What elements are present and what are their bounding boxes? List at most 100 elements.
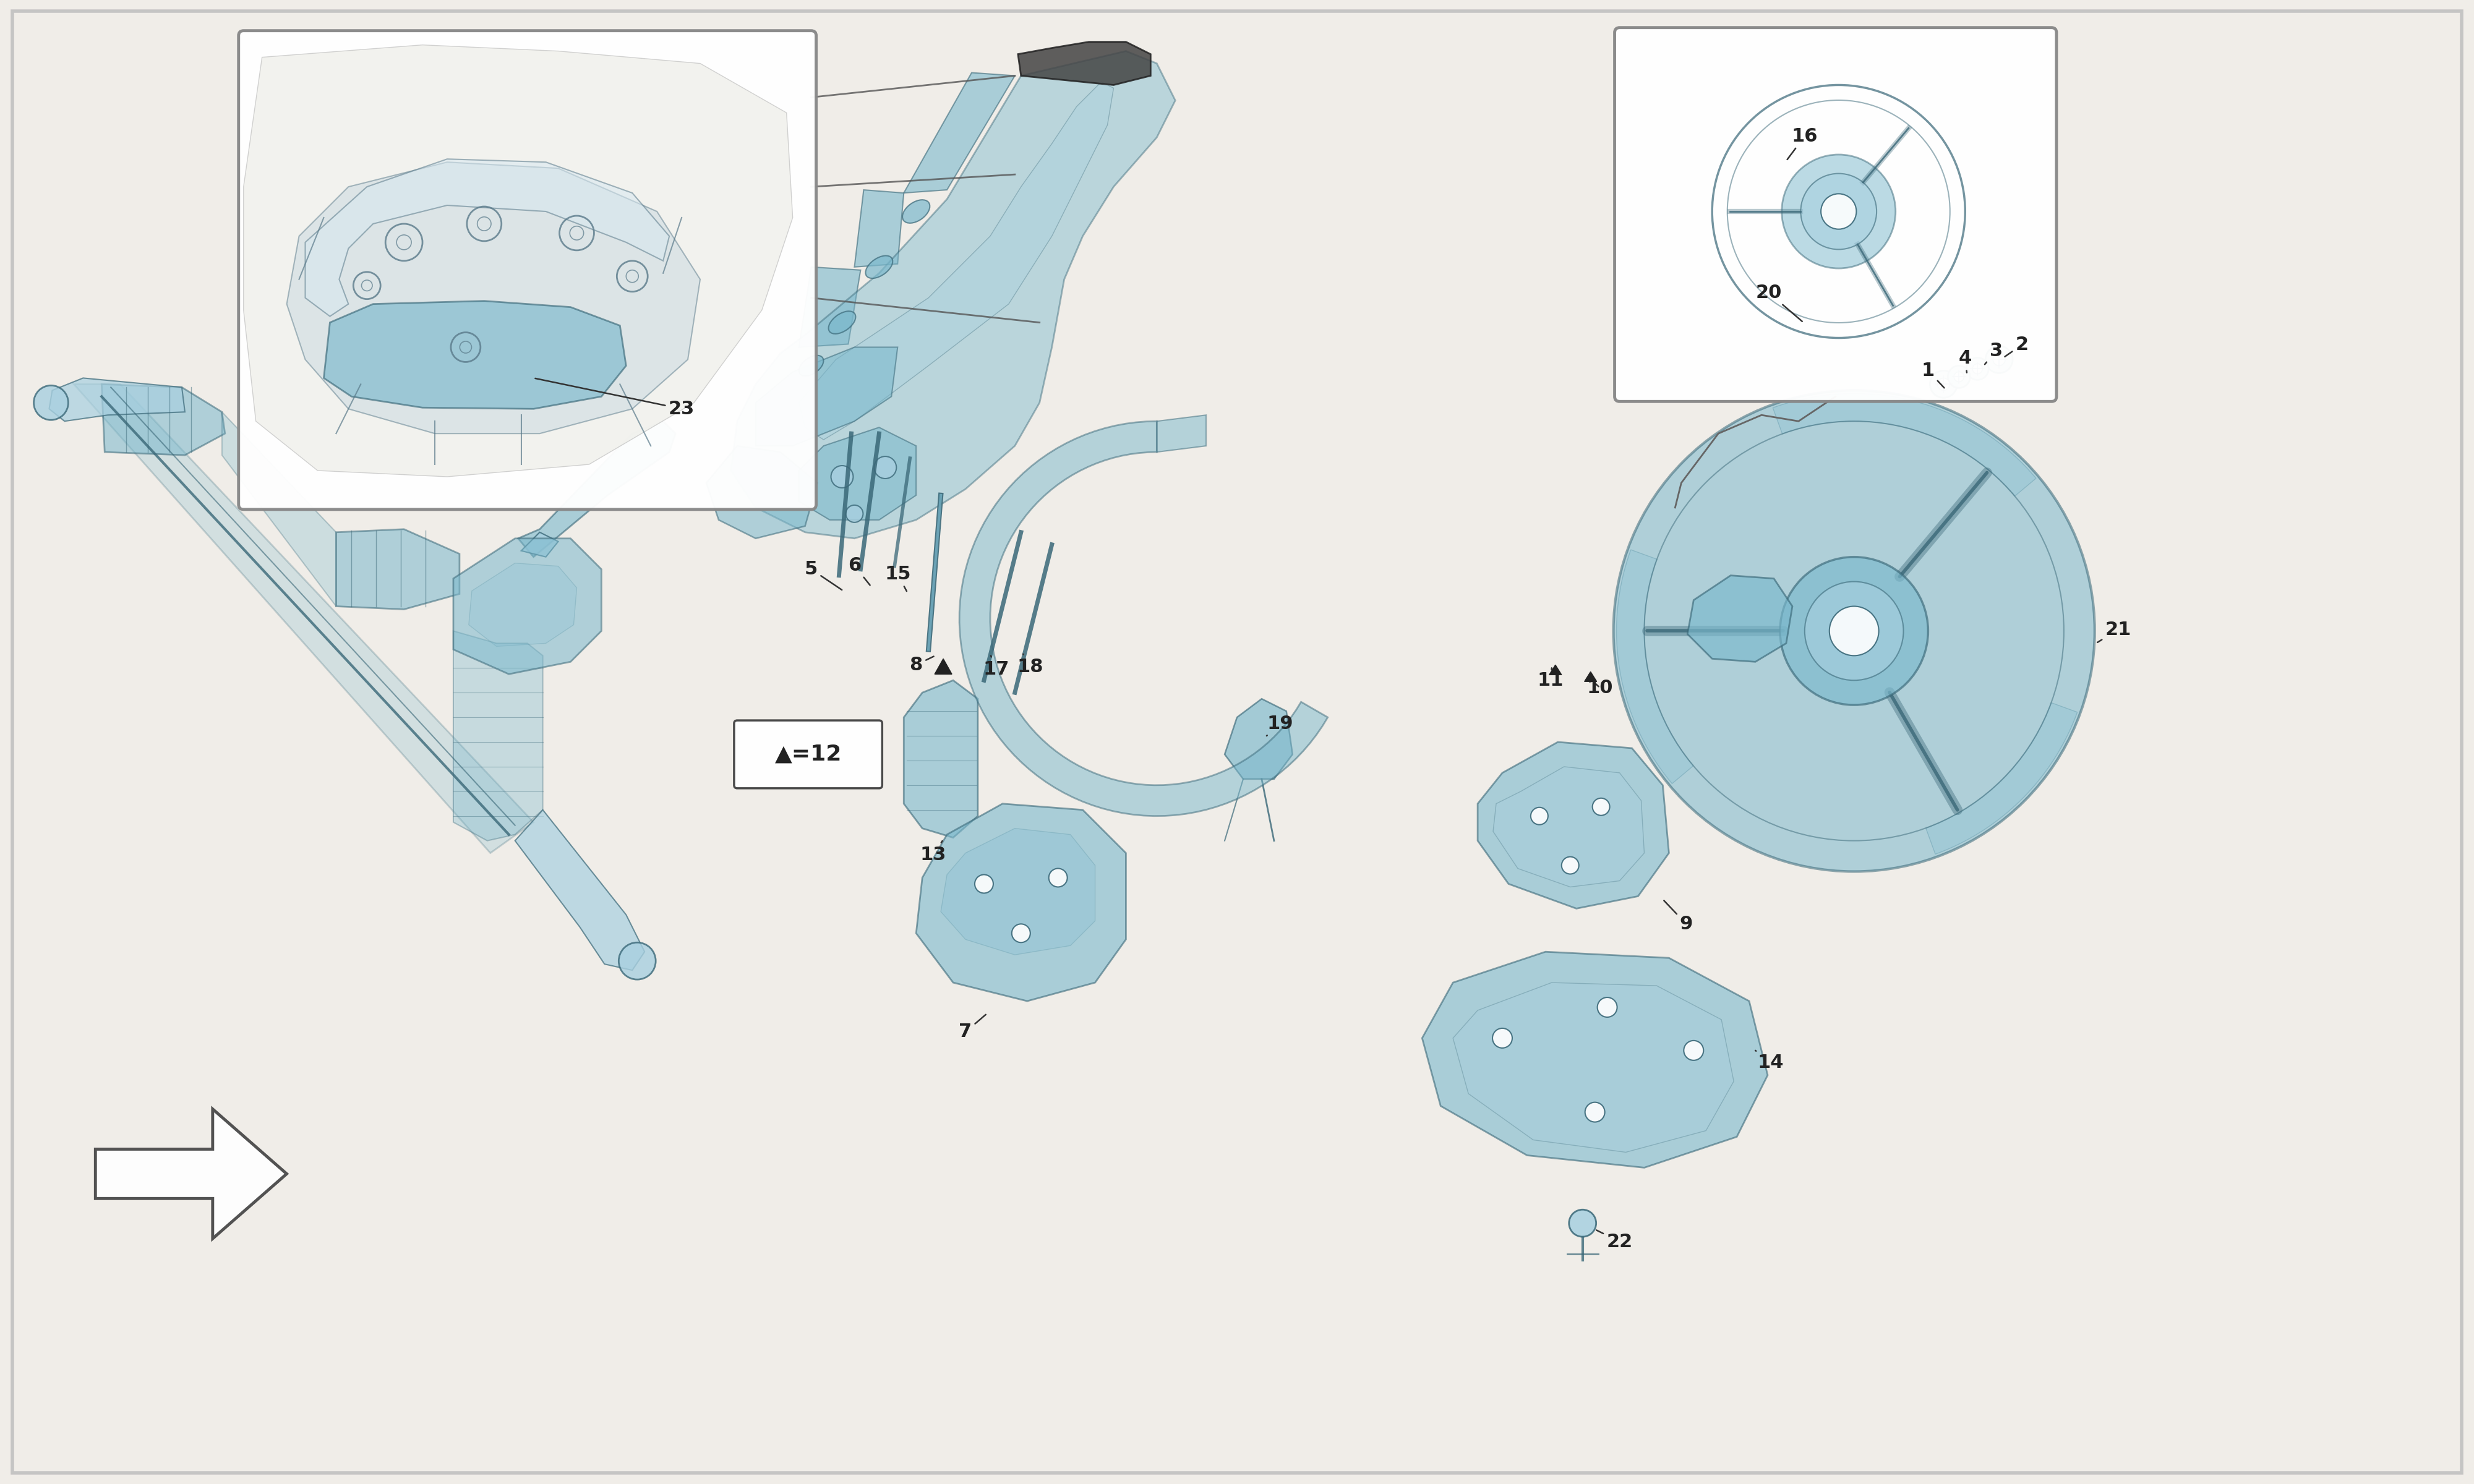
Text: 16: 16 [1786,128,1818,159]
Text: 5: 5 [804,561,841,591]
Polygon shape [1925,703,2078,855]
Text: 18: 18 [1017,654,1044,675]
Polygon shape [223,413,336,607]
Polygon shape [453,631,542,841]
Circle shape [1492,1028,1512,1048]
Polygon shape [730,50,1175,539]
Ellipse shape [799,355,824,375]
Ellipse shape [903,200,930,223]
Text: 14: 14 [1757,1051,1784,1071]
Polygon shape [1017,42,1150,85]
Text: 17: 17 [982,656,1009,678]
Circle shape [1804,582,1903,680]
Polygon shape [1549,665,1561,675]
Polygon shape [940,828,1096,954]
Circle shape [1821,194,1856,229]
Circle shape [1569,1209,1596,1236]
Polygon shape [915,804,1126,1002]
Polygon shape [74,384,534,853]
Polygon shape [324,301,626,410]
Circle shape [873,457,896,478]
Text: 7: 7 [960,1015,985,1040]
Polygon shape [1583,672,1596,681]
Polygon shape [903,73,1014,193]
Circle shape [1994,353,2006,365]
Circle shape [1781,154,1895,269]
Text: 9: 9 [1665,901,1692,933]
Circle shape [1972,364,1982,374]
Circle shape [618,942,656,979]
Polygon shape [49,378,186,421]
Polygon shape [96,1109,287,1239]
Text: 21: 21 [2098,620,2130,643]
Polygon shape [1225,699,1291,779]
Text: 15: 15 [886,565,910,591]
Circle shape [1598,997,1618,1017]
Polygon shape [336,530,460,610]
Circle shape [1561,856,1578,874]
Polygon shape [935,659,952,674]
Polygon shape [1452,982,1734,1152]
Text: 13: 13 [920,841,948,864]
Circle shape [1828,607,1878,656]
Polygon shape [799,82,1113,439]
Polygon shape [1494,767,1645,887]
Circle shape [1685,1040,1705,1061]
Circle shape [1779,556,1927,705]
FancyBboxPatch shape [238,31,816,509]
Polygon shape [242,45,792,476]
Text: 23: 23 [534,378,695,418]
Circle shape [1531,807,1549,825]
Polygon shape [799,427,915,519]
Circle shape [975,874,992,893]
Text: 11: 11 [1536,668,1564,689]
Circle shape [1586,1103,1606,1122]
Circle shape [846,505,863,522]
Circle shape [1937,378,1950,390]
Polygon shape [287,162,700,433]
Circle shape [1012,925,1029,942]
Polygon shape [1423,951,1769,1168]
Polygon shape [1477,742,1670,908]
Polygon shape [1687,576,1791,662]
Polygon shape [1616,549,1692,784]
Circle shape [1987,346,2014,372]
Polygon shape [101,384,225,456]
Text: 10: 10 [1586,678,1613,696]
Text: 8: 8 [910,656,933,674]
Circle shape [35,386,69,420]
Polygon shape [799,267,861,347]
Text: 3: 3 [1984,341,2001,365]
Circle shape [1049,868,1066,887]
Text: 22: 22 [1596,1230,1633,1251]
Text: 1: 1 [1922,362,1945,387]
Ellipse shape [829,312,856,334]
FancyBboxPatch shape [1616,28,2056,402]
Polygon shape [304,159,670,316]
Text: 2: 2 [2004,335,2029,356]
Circle shape [1967,358,1989,380]
Circle shape [831,466,854,488]
Text: 19: 19 [1267,714,1294,736]
Polygon shape [517,421,675,556]
Polygon shape [453,539,601,674]
Polygon shape [1774,393,2036,496]
Polygon shape [903,680,977,837]
Polygon shape [960,421,1329,816]
FancyBboxPatch shape [735,720,883,788]
Polygon shape [1158,416,1207,453]
Text: 20: 20 [1757,283,1801,322]
Text: 4: 4 [1959,349,1972,372]
Polygon shape [515,810,646,971]
Circle shape [1613,390,2095,871]
Circle shape [1947,365,1969,387]
Polygon shape [854,190,903,267]
Polygon shape [705,445,816,539]
Circle shape [1801,174,1878,249]
Circle shape [1930,371,1957,398]
Circle shape [1593,798,1611,815]
Polygon shape [522,533,559,556]
Polygon shape [468,562,576,647]
Polygon shape [755,347,898,445]
Text: ▲=12: ▲=12 [774,743,841,764]
